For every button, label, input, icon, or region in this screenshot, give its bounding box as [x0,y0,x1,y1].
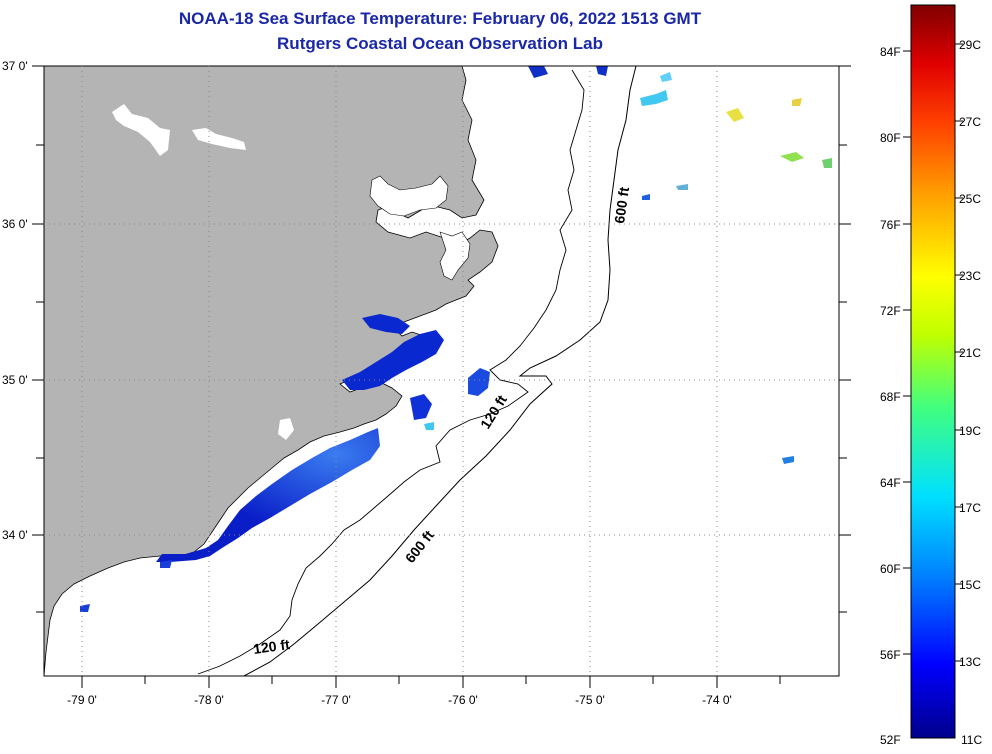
inland-lake [278,418,294,440]
contour-label-600ft-north: 600 ft [611,186,632,225]
colorbar-f-label: 84F [880,45,901,59]
sst-patch-yellow [726,108,744,122]
colorbar-c-label: 15C [959,578,981,592]
colorbar-c-label: 13C [959,655,981,669]
inland-lake [192,128,246,150]
lat-label: 35 0' [2,373,28,387]
colorbar-f-label: 68F [880,390,901,404]
contour-label-120ft-south: 120 ft [252,636,291,657]
sst-patch-blue [782,456,794,464]
map-frame [43,65,840,677]
colorbar-f-label: 52F [880,733,901,747]
lat-label: 37 0' [2,59,28,73]
lon-label: -78 0' [194,693,224,707]
colorbar-c-label: 29C [959,38,981,52]
colorbar-c-label: 27C [959,115,981,129]
cold-water-patch [528,66,548,78]
lon-label: -77 0' [321,693,351,707]
pamlico-sound [439,231,471,281]
sst-patch-blue [642,194,650,200]
sst-patch-cyan [424,422,434,430]
cold-water-sound [342,330,444,390]
contour-600ft [243,66,637,676]
sst-patch-cyan [640,90,668,106]
sst-patch-green [822,158,832,168]
colorbar-f-label: 56F [880,648,901,662]
axis-ticks [32,65,851,688]
colorbar-c-label: 21C [959,346,981,360]
sst-patch-green [780,152,804,162]
colorbar-c-label: 19C [959,424,981,438]
lat-label: 36 0' [2,217,28,231]
colorbar-c-label: 23C [959,269,981,283]
colorbar-ticks [903,43,963,662]
contour-120ft [197,69,585,675]
lon-label: -74 0' [702,693,732,707]
albemarle-sound [369,175,449,217]
cold-water-patch [468,368,490,396]
cold-water-patch [596,66,608,76]
cold-water-sound [362,314,410,334]
colorbar-c-label: 25C [959,192,981,206]
colorbar-f-label: 64F [880,476,901,490]
graticule [44,66,839,676]
sst-patch-cyan [660,72,672,82]
lat-label: 34 0' [2,528,28,542]
lon-label: -79 0' [67,693,97,707]
colorbar-f-label: 80F [880,131,901,145]
colorbar-f-label: 60F [880,562,901,576]
map-title: NOAA-18 Sea Surface Temperature: Februar… [178,9,702,28]
sst-patch-yellow [792,98,802,106]
lon-label: -76 0' [448,693,478,707]
colorbar [910,4,956,739]
colorbar-c-label: 17C [959,501,981,515]
cold-water-patch [410,394,432,420]
lon-label: -75 0' [575,693,605,707]
cold-water-patch [160,560,172,568]
map-subtitle: Rutgers Coastal Ocean Observation Lab [277,34,603,53]
colorbar-f-label: 76F [880,218,901,232]
colorbar-c-label: 11C [961,733,982,747]
inland-lake [112,104,170,156]
colorbar-f-label: 72F [880,304,901,318]
cold-water-onslow-bay [156,428,380,562]
sst-patch-cyan [676,184,688,190]
